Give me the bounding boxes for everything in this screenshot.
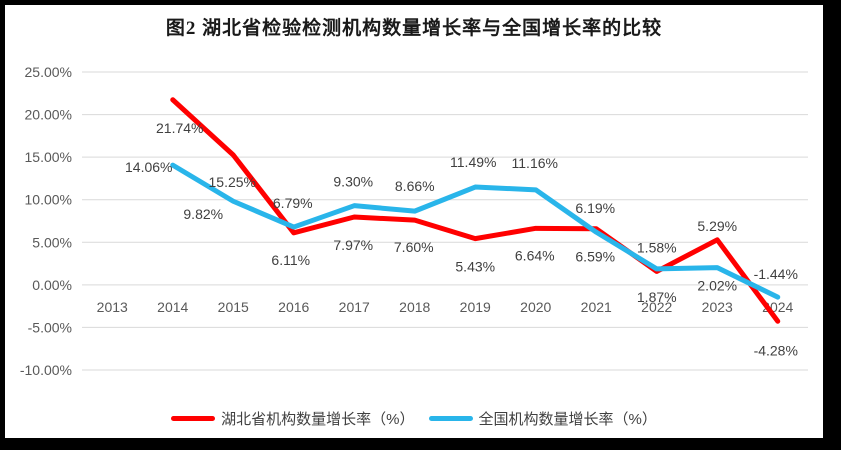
x-tick-label: 2017 [339,299,370,315]
y-tick-label: 5.00% [32,234,72,250]
chart-title: 图2 湖北省检验检测机构数量增长率与全国增长率的比较 [165,18,663,39]
data-label: 6.59% [575,249,615,265]
data-label: 1.58% [637,239,677,255]
legend-swatch-hubei-line [171,415,216,421]
legend-label-hubei: 湖北省机构数量增长率（%） [221,410,415,428]
x-tick-label: 2020 [520,299,551,315]
x-tick-label: 2013 [97,299,128,315]
data-label: 9.82% [183,206,223,222]
data-label: 6.64% [515,247,555,263]
data-label: 2.02% [697,278,737,294]
x-tick-label: 2014 [157,299,188,315]
data-label: 6.11% [271,252,310,268]
y-tick-label: -10.00% [20,362,72,378]
data-label: 7.60% [394,239,434,255]
y-tick-label: 25.00% [25,64,72,80]
x-tick-label: 2022 [641,299,672,315]
x-tick-label: 2023 [702,299,733,315]
y-tick-label: 15.00% [25,149,72,165]
x-tick-label: 2019 [460,299,491,315]
legend-item-hubei: 湖北省机构数量增长率（%） [171,408,415,429]
data-label: 6.19% [575,200,615,216]
series-line-0 [170,97,781,324]
data-label: 8.66% [395,178,435,194]
data-label: 7.97% [333,237,373,253]
y-tick-label: -5.00% [28,319,72,335]
legend-item-national: 全国机构数量增长率（%） [428,408,657,429]
y-tick-label: 0.00% [32,277,72,293]
data-label: 1.87% [637,289,677,305]
data-label: -4.28% [754,342,798,358]
y-tick-label: 10.00% [25,192,72,208]
data-label: 11.16% [512,155,558,171]
data-label: 9.30% [333,174,373,190]
data-label: 6.79% [273,195,313,211]
data-label: 5.29% [697,218,737,234]
legend-swatch-national-line [428,415,473,421]
data-label: 14.06% [125,159,172,175]
series-line-1 [170,162,781,300]
y-tick-label: 20.00% [25,107,72,123]
x-tick-label: 2018 [399,299,430,315]
legend-label-national: 全国机构数量增长率（%） [478,410,657,428]
data-label: 5.43% [455,259,495,275]
data-label: 11.49% [450,154,496,170]
data-label: 15.25% [209,174,256,190]
x-tick-label: 2015 [218,299,249,315]
x-tick-label: 2021 [581,299,612,315]
data-label: 21.74% [156,120,203,136]
data-label: -1.44% [754,266,798,282]
chart-legend: 湖北省机构数量增长率（%） 全国机构数量增长率（%） [5,403,823,433]
x-tick-label: 2016 [278,299,309,315]
